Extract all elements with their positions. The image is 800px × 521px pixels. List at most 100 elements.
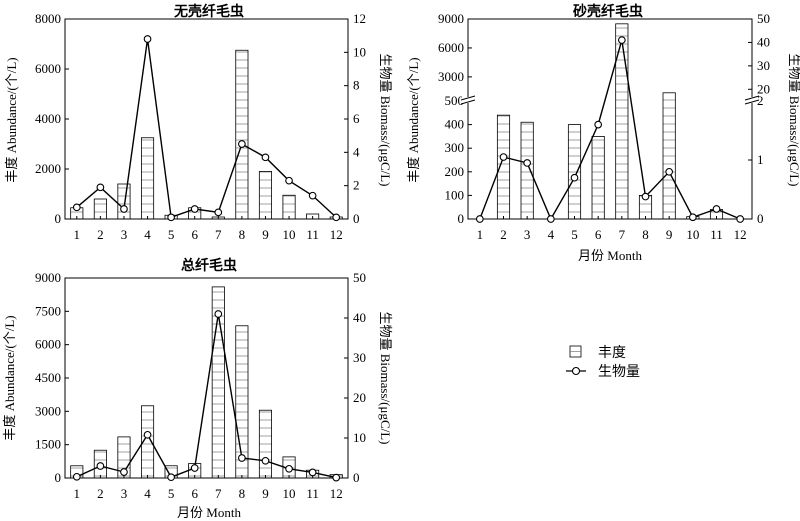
chart-3-biomass-point [261, 456, 270, 465]
chart-1-biomass-point [96, 183, 105, 192]
chart-3-biomass-point [214, 310, 223, 318]
chart-2-x-tick-label: 11 [710, 227, 723, 242]
chart-2-right-tick-label: 50 [757, 11, 770, 26]
chart-3-left-ylabel: 丰度 Abundance/(个/L) [2, 315, 17, 440]
chart-2-left-tick-label: 500 [445, 93, 465, 108]
chart-1-x-tick-label: 5 [168, 227, 175, 242]
chart-3-x-tick-label: 7 [215, 486, 222, 501]
chart-3-biomass-point [285, 464, 293, 473]
chart-2-biomass-point [665, 167, 674, 176]
chart-1-biomass-point [238, 140, 246, 148]
chart-3-left-tick-label: 9000 [35, 270, 61, 285]
chart-2-left-break-mark [460, 95, 476, 101]
chart-3-x-tick-label: 6 [191, 486, 198, 501]
chart-3-right-ylabel: 生物量 Biomass/(μgC/L) [378, 312, 393, 445]
chart-3-x-tick-label: 4 [144, 486, 151, 501]
chart-3-x-tick-label: 9 [262, 486, 269, 501]
chart-3-frame [64, 277, 349, 479]
chart-3-biomass-point [96, 462, 105, 470]
chart-2-x-tick-label: 10 [686, 227, 699, 242]
chart-2-x-tick-label: 1 [477, 227, 484, 242]
chart-2-bar [591, 135, 605, 220]
chart-3: 总纤毛虫 丰度 Abundance/(个/L) 生物量 Biomass/(μgC… [2, 257, 393, 520]
chart-1-x-tick-label: 6 [191, 227, 198, 242]
chart-2-left-tick-label: 9000 [438, 11, 464, 26]
chart-3-right-tick-label: 30 [353, 350, 366, 365]
chart-2-frame [467, 18, 753, 220]
legend-line-marker [571, 366, 581, 376]
chart-1-frame [64, 18, 349, 220]
chart-3-biomass-point [143, 430, 152, 439]
chart-2-biomass-point [712, 205, 721, 213]
chart-2-right-tick-label: 2 [757, 93, 764, 108]
chart-2-biomass-point [617, 36, 626, 44]
chart-2-left-tick-label: 400 [445, 117, 465, 132]
chart-1-left-tick-label: 0 [55, 211, 62, 226]
chart-3-title: 总纤毛虫 [181, 257, 237, 274]
chart-2-left-break-mark [460, 99, 476, 105]
chart-1-biomass-point [72, 203, 81, 212]
chart-2-x-tick-label: 7 [619, 227, 626, 242]
chart-3-left-tick-label: 1500 [35, 437, 61, 452]
chart-1-biomass-point [167, 213, 175, 222]
chart-2-biomass-point [546, 215, 555, 223]
chart-1-left-tick-label: 8000 [35, 11, 61, 26]
chart-1-left-ylabel: 丰度 Abundance/(个/L) [4, 57, 19, 182]
chart-2-bar [520, 121, 534, 220]
chart-3-biomass-point [308, 468, 317, 477]
chart-3-right-tick-label: 20 [353, 390, 366, 405]
chart-2-biomass-point [641, 192, 650, 201]
chart-1-right-ylabel: 生物量 Biomass/(μgC/L) [378, 54, 393, 187]
chart-1-bar [258, 171, 272, 220]
chart-1-right-tick-label: 0 [353, 211, 360, 226]
chart-3-right-tick-label: 40 [353, 310, 366, 325]
chart-1-x-tick-label: 2 [97, 227, 104, 242]
chart-2-x-tick-label: 2 [500, 227, 507, 242]
chart-2-title: 砂壳纤毛虫 [572, 3, 643, 20]
chart-1-x-tick-label: 1 [74, 227, 81, 242]
chart-3-left-tick-label: 6000 [35, 337, 61, 352]
chart-1-biomass-point [214, 208, 223, 217]
chart-2-biomass-point [570, 173, 579, 182]
chart-2-biomass-point [523, 159, 532, 167]
chart-3-xlabel: 月份 Month [177, 505, 241, 520]
chart-2-right-break-gap [746, 97, 758, 103]
chart-1-x-tick-label: 8 [239, 227, 246, 242]
chart-3-x-tick-label: 5 [168, 486, 175, 501]
chart-3-bar [258, 409, 272, 479]
chart-2-x-tick-label: 4 [548, 227, 555, 242]
chart-1-x-tick-label: 10 [283, 227, 296, 242]
chart-2-plot: 0100200300400500300060009000012203040501… [438, 11, 770, 242]
chart-1-left-tick-label: 4000 [35, 111, 61, 126]
chart-2-x-tick-label: 9 [666, 227, 673, 242]
chart-1-bar [282, 194, 296, 220]
legend: 丰度 生物量 [566, 345, 640, 380]
chart-1-bar [141, 137, 155, 220]
chart-3-left-tick-label: 4500 [35, 370, 61, 385]
chart-3-x-tick-label: 10 [283, 486, 296, 501]
chart-2-biomass-point [475, 215, 484, 223]
chart-1-biomass-point [143, 35, 152, 43]
chart-1-x-tick-label: 9 [262, 227, 269, 242]
chart-2: 砂壳纤毛虫 丰度 Abundance/(个/L) 生物量 Biomass/(μg… [406, 3, 800, 263]
chart-1-biomass-point [190, 205, 199, 213]
chart-1: 无壳纤毛虫 丰度 Abundance/(个/L) 生物量 Biomass/(μg… [4, 3, 393, 242]
chart-1-right-tick-label: 10 [353, 44, 366, 59]
chart-1-x-tick-label: 12 [330, 227, 343, 242]
chart-3-x-tick-label: 11 [306, 486, 319, 501]
chart-2-left-tick-label: 6000 [438, 40, 464, 55]
chart-3-left-tick-label: 0 [55, 470, 62, 485]
chart-1-x-tick-label: 11 [306, 227, 319, 242]
chart-2-x-tick-label: 5 [571, 227, 578, 242]
chart-2-right-tick-label: 20 [757, 81, 770, 96]
chart-1-x-tick-label: 4 [144, 227, 151, 242]
chart-2-right-tick-label: 0 [757, 211, 764, 226]
chart-1-right-tick-label: 4 [353, 144, 360, 159]
chart-3-x-tick-label: 8 [239, 486, 246, 501]
chart-2-x-tick-label: 12 [734, 227, 747, 242]
chart-3-biomass-point [238, 454, 246, 462]
chart-1-biomass-point [308, 191, 317, 200]
chart-2-right-tick-label: 40 [757, 34, 770, 49]
chart-2-left-tick-label: 200 [445, 164, 465, 179]
chart-2-x-tick-label: 6 [595, 227, 602, 242]
